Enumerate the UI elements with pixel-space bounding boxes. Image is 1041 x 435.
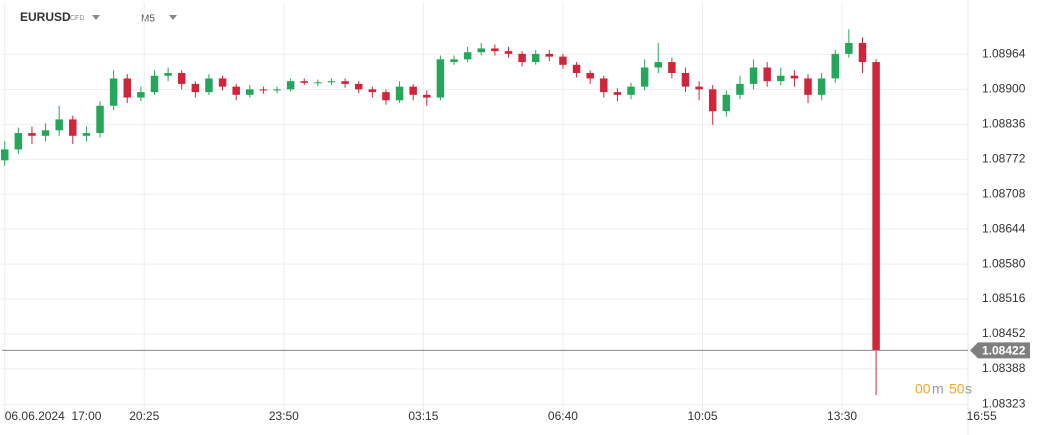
candle-body	[409, 86, 417, 95]
candle-body	[246, 89, 254, 95]
candle-body	[858, 42, 867, 63]
candle-body	[395, 86, 404, 101]
candle-body	[423, 94, 431, 98]
candle-body	[259, 89, 268, 91]
candle-body	[382, 92, 390, 101]
candle-body	[436, 59, 445, 98]
y-tick-label: 1.08708	[982, 186, 1026, 200]
candle-body	[477, 48, 485, 53]
candle-body	[368, 89, 377, 93]
x-tick-label: 06.06.2024 17:00	[5, 409, 102, 423]
candle-body	[872, 62, 880, 351]
instrument-type[interactable]: CFD	[70, 15, 84, 22]
y-tick-label: 1.08644	[982, 221, 1026, 235]
candle-body	[640, 67, 649, 87]
candle-body	[150, 75, 159, 93]
candle-body	[668, 62, 676, 73]
candle-body	[0, 149, 9, 161]
x-tick-label: 10:05	[687, 409, 717, 423]
y-tick-label: 1.08580	[982, 256, 1026, 270]
candle-body	[69, 119, 77, 136]
candle-body	[14, 133, 23, 150]
candle-body	[41, 130, 50, 136]
symbol-dropdown[interactable]	[92, 15, 100, 20]
candle-body	[572, 64, 581, 73]
countdown-seconds: 50	[949, 381, 965, 397]
candle-body	[164, 72, 172, 76]
x-tick-label: 23:50	[269, 409, 299, 423]
candle-body	[218, 78, 227, 87]
x-tick-label: 20:25	[129, 409, 159, 423]
candle-body	[695, 86, 703, 90]
candle-body	[341, 81, 349, 84]
x-tick-label: 06:40	[548, 409, 578, 423]
candle-body	[177, 72, 186, 84]
candle-body	[354, 83, 363, 90]
candle-body	[137, 92, 145, 98]
candle-body	[491, 48, 499, 52]
y-tick-label: 1.08516	[982, 291, 1026, 305]
last-price-tag	[970, 342, 1030, 359]
candle-body	[109, 78, 118, 106]
candle-body	[559, 56, 567, 65]
candle-body	[600, 78, 608, 93]
y-tick-label: 1.08836	[982, 116, 1026, 130]
y-tick-label: 1.08388	[982, 361, 1026, 375]
candle-body	[314, 82, 322, 84]
y-tick-label: 1.08900	[982, 82, 1026, 96]
candle-body	[708, 89, 717, 112]
plot-area: 1.08323 1.08388 1.08452 1.08516 1.08580 1.086…	[0, 2, 1026, 423]
candle-body	[300, 81, 309, 83]
y-tick-label: 1.08772	[982, 151, 1026, 165]
candle-body	[627, 86, 635, 95]
candle-body	[463, 52, 472, 60]
candle-body	[450, 59, 458, 63]
countdown-minutes-unit: m	[932, 381, 944, 397]
candle-body	[273, 89, 281, 91]
x-tick-label: 16:55	[967, 409, 997, 423]
candle-body	[191, 83, 200, 93]
candle-body	[845, 42, 853, 54]
candle-body	[327, 81, 336, 83]
candle-body	[790, 75, 799, 79]
candle-body	[545, 53, 554, 57]
candle-body	[232, 86, 240, 95]
candle-body	[123, 78, 132, 98]
countdown-minutes: 00	[915, 381, 931, 397]
candle-body	[586, 72, 594, 79]
candle-body	[681, 72, 690, 87]
x-tick-label: 13:30	[827, 409, 857, 423]
candle-body	[654, 62, 662, 68]
candle-body	[613, 92, 622, 95]
y-tick-label: 1.08452	[982, 326, 1026, 340]
candle-body	[763, 67, 771, 82]
candle-body	[96, 105, 104, 134]
candle-body	[817, 78, 826, 95]
candle-body	[82, 133, 91, 136]
candle-body	[831, 53, 839, 79]
candle-body	[777, 75, 785, 82]
x-tick-label: 03:15	[408, 409, 438, 423]
candle-body	[518, 53, 526, 63]
candle-body	[205, 78, 213, 93]
candle-body	[531, 53, 540, 63]
timeframe-dropdown[interactable]	[169, 15, 177, 20]
y-tick-label: 1.08323	[982, 397, 1026, 411]
last-price-label: 1.08422	[982, 344, 1026, 358]
candle-body	[504, 51, 513, 54]
candle-body	[722, 94, 731, 112]
y-tick-label: 1.08964	[982, 47, 1026, 61]
countdown-seconds-unit: s	[965, 381, 972, 397]
timeframe[interactable]: M5	[141, 14, 155, 25]
candle-body	[286, 81, 295, 90]
candle-body	[28, 133, 36, 136]
candle-body	[804, 78, 812, 95]
candle-body	[55, 119, 63, 131]
candle-body	[736, 83, 744, 95]
symbol[interactable]: EURUSD	[20, 10, 71, 24]
candle-body	[749, 67, 758, 84]
